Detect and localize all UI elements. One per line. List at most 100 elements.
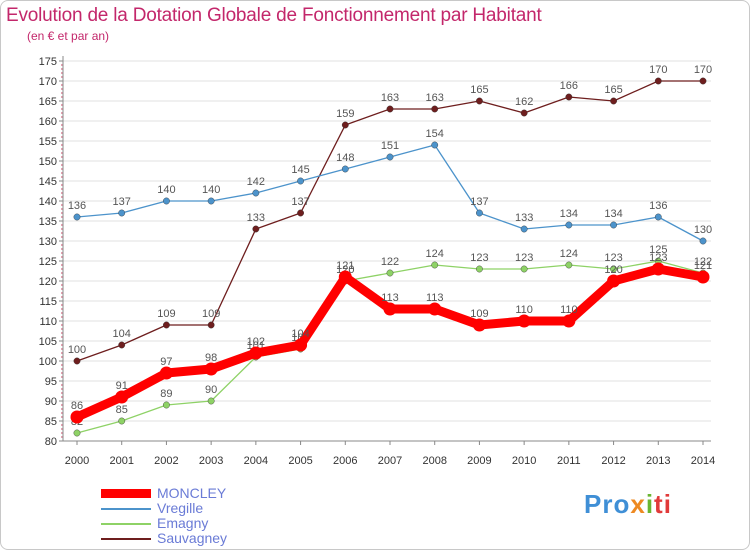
chart-title: Evolution de la Dotation Globale de Fonc… (6, 5, 542, 26)
data-label-vregille-2011: 134 (560, 208, 578, 220)
data-point-sauvagney-2000 (73, 357, 81, 365)
data-label-moncley-2007: 113 (381, 292, 399, 304)
x-tick-label-2006: 2006 (333, 455, 357, 467)
data-label-vregille-2005: 145 (291, 164, 309, 176)
data-point-sauvagney-2009 (476, 97, 483, 105)
data-label-moncley-2012: 120 (604, 264, 622, 276)
data-point-vregille-2002 (163, 197, 170, 205)
data-point-vregille-2004 (252, 189, 260, 197)
x-tick-label-2008: 2008 (422, 455, 446, 467)
legend-label-moncley: MONCLEY (157, 485, 227, 501)
data-point-vregille-2012 (610, 221, 617, 229)
data-point-sauvagney-2013 (654, 77, 662, 85)
data-point-sauvagney-2011 (565, 93, 573, 101)
data-label-emagny-2002: 89 (160, 388, 172, 400)
data-label-sauvagney-2005: 137 (291, 196, 309, 208)
legend-swatch-emagny (101, 523, 151, 525)
data-point-moncley-2010 (517, 314, 531, 328)
data-label-vregille-2004: 142 (247, 176, 265, 188)
data-point-vregille-2006 (341, 165, 349, 173)
data-point-moncley-2002 (159, 366, 173, 380)
data-point-vregille-2008 (431, 141, 439, 149)
data-point-moncley-2013 (651, 262, 665, 276)
data-label-vregille-2006: 148 (336, 152, 354, 164)
data-point-emagny-2007 (386, 269, 394, 277)
y-tick-label-120: 120 (39, 276, 57, 288)
data-label-sauvagney-2000: 100 (68, 344, 86, 356)
y-tick-label-125: 125 (39, 256, 57, 268)
y-tick-label-140: 140 (39, 196, 57, 208)
y-tick-label-80: 80 (45, 436, 57, 448)
data-label-moncley-2001: 91 (116, 380, 128, 392)
data-label-emagny-2001: 85 (116, 404, 128, 416)
legend-swatch-moncley (101, 489, 151, 498)
data-label-vregille-2012: 134 (604, 208, 622, 220)
data-label-sauvagney-2009: 165 (470, 84, 488, 96)
data-point-vregille-2014 (699, 237, 707, 245)
y-tick-label-130: 130 (39, 236, 57, 248)
data-label-moncley-2013: 123 (649, 252, 667, 264)
data-label-moncley-2009: 109 (470, 308, 488, 320)
x-tick-label-2007: 2007 (378, 455, 402, 467)
y-tick-label-85: 85 (45, 416, 57, 428)
y-tick-label-95: 95 (45, 376, 57, 388)
y-tick-label-90: 90 (45, 396, 57, 408)
data-point-vregille-2000 (73, 213, 81, 221)
data-point-moncley-2004 (249, 346, 263, 360)
data-label-emagny-2014: 122 (694, 256, 712, 268)
data-label-sauvagney-2001: 104 (113, 328, 131, 340)
data-point-moncley-2006 (338, 270, 352, 284)
data-point-sauvagney-2007 (386, 105, 394, 113)
data-point-emagny-2001 (118, 417, 126, 425)
data-point-vregille-2011 (565, 221, 573, 229)
data-label-sauvagney-2002: 109 (157, 308, 175, 320)
data-label-emagny-2003: 90 (205, 384, 217, 396)
y-tick-label-110: 110 (39, 316, 57, 328)
data-label-moncley-2010: 110 (515, 304, 533, 316)
data-point-emagny-2008 (431, 261, 439, 269)
data-point-moncley-2008 (428, 302, 442, 316)
data-point-vregille-2005 (297, 177, 304, 185)
x-tick-label-2012: 2012 (601, 455, 625, 467)
data-label-emagny-2010: 123 (515, 252, 533, 264)
data-label-vregille-2002: 140 (157, 184, 175, 196)
data-label-moncley-2003: 98 (205, 352, 217, 364)
data-label-moncley-2011: 110 (560, 304, 578, 316)
data-label-sauvagney-2011: 166 (560, 80, 578, 92)
data-point-sauvagney-2005 (297, 209, 304, 217)
x-tick-label-2010: 2010 (512, 455, 536, 467)
data-point-emagny-2012 (610, 265, 617, 273)
data-label-sauvagney-2008: 163 (426, 92, 444, 104)
y-tick-label-150: 150 (39, 156, 57, 168)
data-point-moncley-2000 (70, 410, 84, 424)
data-label-vregille-2010: 133 (515, 212, 533, 224)
data-point-emagny-2002 (163, 401, 170, 409)
data-label-sauvagney-2014: 170 (694, 64, 712, 76)
data-label-sauvagney-2010: 162 (515, 96, 533, 108)
data-point-moncley-2003 (204, 362, 218, 376)
x-tick-label-2005: 2005 (288, 455, 312, 467)
data-label-sauvagney-2007: 163 (381, 92, 399, 104)
y-tick-label-175: 175 (39, 56, 57, 68)
data-label-sauvagney-2004: 133 (247, 212, 265, 224)
data-point-moncley-2011 (562, 314, 576, 328)
legend-label-sauvagney: Sauvagney (157, 530, 228, 546)
data-label-sauvagney-2013: 170 (649, 64, 667, 76)
data-label-vregille-2003: 140 (202, 184, 220, 196)
data-label-moncley-2005: 104 (291, 328, 309, 340)
legend-swatch-sauvagney (101, 538, 151, 540)
data-point-vregille-2010 (520, 225, 528, 233)
data-label-emagny-2012: 123 (604, 252, 622, 264)
data-point-sauvagney-2012 (610, 97, 617, 105)
data-point-emagny-2009 (476, 265, 483, 273)
legend-swatch-vregille (101, 508, 151, 510)
data-point-emagny-2010 (520, 265, 528, 273)
x-tick-label-2001: 2001 (109, 455, 133, 467)
data-label-vregille-2007: 151 (381, 140, 399, 152)
data-label-sauvagney-2012: 165 (604, 84, 622, 96)
y-tick-label-145: 145 (39, 176, 57, 188)
data-point-emagny-2003 (207, 397, 215, 405)
data-point-moncley-2012 (607, 274, 621, 288)
